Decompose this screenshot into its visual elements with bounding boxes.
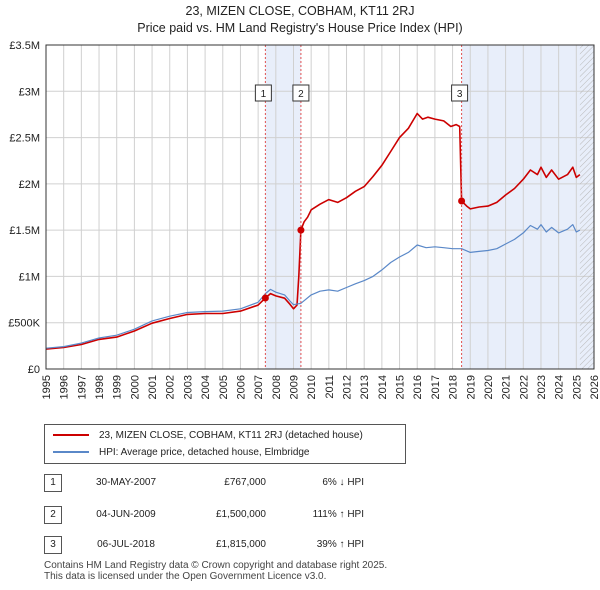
x-tick-label: 2006: [235, 375, 247, 399]
legend-entry-property: 23, MIZEN CLOSE, COBHAM, KT11 2RJ (detac…: [53, 428, 363, 444]
y-tick-label: £3.5M: [9, 40, 40, 52]
footer-licence: This data is licensed under the Open Gov…: [44, 571, 327, 582]
sale-hpi-change: 6% ↓ HPI: [322, 477, 364, 488]
sale-marker-badge-2: [292, 84, 310, 102]
x-tick-label: 2005: [218, 375, 230, 399]
x-tick-label: 2025: [571, 375, 583, 399]
sale-number-badge: 2: [44, 506, 62, 524]
legend-entry-hpi: HPI: Average price, detached house, Elmb…: [53, 445, 310, 461]
x-tick-label: 2019: [465, 375, 477, 399]
legend-swatch-property: [53, 434, 89, 437]
x-tick-label: 2008: [271, 375, 283, 399]
sale-marker-badge-1: [254, 84, 272, 102]
legend-swatch-hpi: [53, 451, 89, 454]
footer-copyright: Contains HM Land Registry data © Crown c…: [44, 560, 388, 571]
x-tick-label: 2013: [359, 375, 371, 399]
y-tick-label: £3M: [19, 86, 40, 98]
chart-title: 23, MIZEN CLOSE, COBHAM, KT11 2RJ: [185, 4, 415, 18]
y-tick-label: £0: [28, 364, 40, 376]
sale-row-1: 1 30-MAY-2007 £767,000 6% ↓ HPI: [44, 474, 444, 492]
x-tick-label: 2018: [448, 375, 460, 399]
x-tick-label: 2003: [182, 375, 194, 399]
x-tick-label: 2014: [377, 375, 389, 399]
sale-price: £1,815,000: [215, 539, 266, 550]
sale-row-2: 2 04-JUN-2009 £1,500,000 111% ↑ HPI: [44, 506, 444, 524]
x-tick-label: 2026: [589, 375, 600, 399]
legend-label-property: 23, MIZEN CLOSE, COBHAM, KT11 2RJ (detac…: [99, 430, 363, 441]
x-tick-label: 2001: [147, 375, 159, 399]
footer-attribution: Contains HM Land Registry data © Crown c…: [44, 560, 387, 582]
x-tick-label: 1995: [41, 375, 53, 399]
series-line-hpi: [46, 224, 581, 349]
sale-marker-badge-3: [451, 84, 469, 102]
sale-hpi-change: 39% ↑ HPI: [316, 539, 364, 550]
x-tick-label: 2016: [412, 375, 424, 399]
sale-point-2: [297, 226, 305, 234]
y-tick-label: £1.5M: [9, 225, 40, 237]
x-tick-label: 2022: [518, 375, 530, 399]
series-line-property: [46, 112, 581, 350]
sale-price: £767,000: [224, 477, 266, 488]
x-tick-label: 1997: [76, 375, 88, 399]
sale-date: 04-JUN-2009: [96, 509, 156, 520]
sale-price: £1,500,000: [215, 509, 266, 520]
legend-label-hpi: HPI: Average price, detached house, Elmb…: [99, 447, 310, 458]
sale-marker-label-2: 2: [298, 89, 304, 100]
x-tick-label: 2012: [342, 375, 354, 399]
sale-date: 30-MAY-2007: [95, 477, 157, 488]
x-tick-label: 2015: [395, 375, 407, 399]
x-tick-label: 2023: [536, 375, 548, 399]
x-tick-label: 2007: [253, 375, 265, 399]
sale-marker-label-3: 3: [457, 89, 463, 100]
x-tick-label: 1999: [112, 375, 124, 399]
sale-hpi-change: 111% ↑ HPI: [312, 509, 364, 520]
x-tick-label: 2002: [165, 375, 177, 399]
plot-frame: [45, 44, 595, 370]
x-tick-label: 2011: [324, 375, 336, 399]
sale-marker-label-1: 1: [261, 89, 267, 100]
x-tick-label: 2000: [129, 375, 141, 399]
sale-number-badge: 1: [44, 474, 62, 492]
x-tick-label: 2021: [501, 375, 513, 399]
chart-legend: 23, MIZEN CLOSE, COBHAM, KT11 2RJ (detac…: [44, 424, 406, 464]
sale-row-3: 3 06-JUL-2018 £1,815,000 39% ↑ HPI: [44, 536, 444, 554]
x-tick-label: 1996: [59, 375, 71, 399]
sale-point-1: [261, 294, 269, 302]
x-tick-label: 2024: [554, 375, 566, 399]
x-tick-label: 1998: [94, 375, 106, 399]
x-tick-label: 2017: [430, 375, 442, 399]
y-tick-label: £1M: [19, 271, 40, 283]
sale-number-badge: 3: [44, 536, 62, 554]
y-tick-label: £2.5M: [9, 133, 40, 145]
x-tick-label: 2020: [483, 375, 495, 399]
x-tick-label: 2004: [200, 375, 212, 399]
chart-subtitle: Price paid vs. HM Land Registry's House …: [137, 21, 463, 35]
y-tick-label: £2M: [19, 179, 40, 191]
price-chart: 1 2 3 £0 £500K £1M £1.5M £2M £2.5M £3M £3.5M 1995 1…: [8, 40, 600, 399]
sale-point-3: [458, 197, 466, 205]
x-tick-label: 2009: [288, 375, 300, 399]
x-tick-label: 2010: [306, 375, 318, 399]
chart-title-block: 23, MIZEN CLOSE, COBHAM, KT11 2RJ Price …: [0, 3, 600, 37]
sale-date: 06-JUL-2018: [97, 539, 155, 550]
forecast-hatch: [579, 45, 594, 369]
y-tick-label: £500K: [8, 318, 40, 330]
